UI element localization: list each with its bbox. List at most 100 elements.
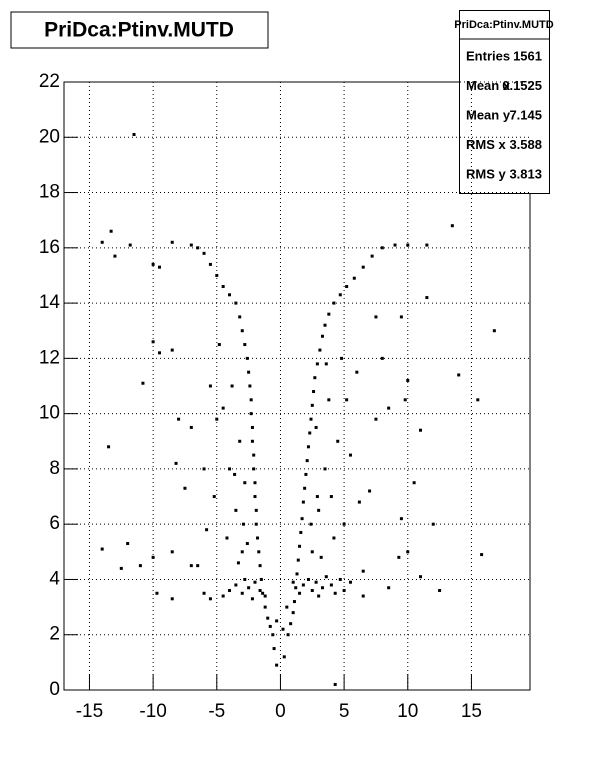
point	[314, 425, 318, 429]
point	[305, 459, 309, 463]
point	[292, 600, 296, 604]
point	[348, 580, 352, 584]
point	[208, 262, 212, 266]
point	[368, 489, 372, 493]
point	[217, 343, 221, 347]
point	[157, 265, 161, 269]
point	[250, 597, 254, 601]
point	[310, 589, 314, 593]
point	[387, 406, 391, 410]
point	[310, 550, 314, 554]
y-tick-label: 14	[39, 292, 61, 313]
point	[230, 384, 234, 388]
point	[399, 517, 403, 521]
point	[295, 572, 299, 576]
point	[352, 276, 356, 280]
point	[258, 564, 262, 568]
point	[476, 398, 480, 402]
point	[340, 356, 344, 360]
point	[205, 528, 209, 532]
point	[252, 467, 256, 471]
point	[249, 398, 253, 402]
y-tick-label: 6	[49, 513, 60, 534]
point	[271, 633, 275, 637]
point	[387, 586, 391, 590]
point	[406, 378, 410, 382]
point	[361, 594, 365, 598]
point	[298, 591, 302, 595]
point	[196, 564, 200, 568]
point	[285, 605, 289, 609]
point	[263, 605, 267, 609]
point	[370, 254, 374, 258]
point	[240, 550, 244, 554]
point	[374, 315, 378, 319]
point	[170, 348, 174, 352]
point	[257, 550, 261, 554]
stats-box	[459, 10, 550, 194]
y-tick-label: 18	[39, 182, 60, 203]
point	[323, 323, 327, 327]
point	[374, 417, 378, 421]
x-tick-label: -10	[139, 701, 166, 722]
point	[249, 412, 253, 416]
point	[357, 500, 361, 504]
point	[272, 647, 276, 651]
point	[289, 622, 293, 626]
point	[247, 586, 251, 590]
x-tick-label: -5	[208, 701, 225, 722]
point	[221, 285, 225, 289]
point	[247, 370, 251, 374]
point	[327, 312, 331, 316]
point	[248, 384, 252, 388]
point	[258, 589, 262, 593]
point	[317, 508, 321, 512]
point	[259, 577, 263, 581]
point	[332, 301, 336, 305]
point	[324, 362, 328, 366]
point	[253, 481, 257, 485]
point	[492, 329, 496, 333]
point	[317, 594, 321, 598]
y-tick-label: 4	[49, 568, 60, 589]
point	[304, 472, 308, 476]
stats-value: 3.813	[509, 166, 542, 181]
point	[338, 293, 342, 297]
point	[240, 591, 244, 595]
point	[250, 425, 254, 429]
stats-value: 7.145	[509, 107, 542, 122]
point	[299, 530, 303, 534]
point	[253, 580, 257, 584]
point	[233, 472, 237, 476]
point	[306, 445, 310, 449]
point	[275, 663, 279, 667]
point	[438, 589, 442, 593]
point	[425, 296, 429, 300]
stats-label: Entries	[466, 48, 510, 63]
point	[323, 467, 327, 471]
point	[174, 461, 178, 465]
point	[138, 564, 142, 568]
point	[309, 522, 313, 526]
point	[431, 522, 435, 526]
stats-title: PriDca:Ptinv.MUTD	[454, 19, 553, 31]
point	[109, 229, 113, 233]
point	[380, 246, 384, 250]
point	[240, 329, 244, 333]
point	[151, 262, 155, 266]
y-tick-label: 20	[39, 126, 60, 147]
point	[361, 265, 365, 269]
point	[252, 453, 256, 457]
x-tick-label: 15	[461, 701, 482, 722]
point	[324, 575, 328, 579]
point	[397, 555, 401, 559]
point	[170, 597, 174, 601]
point	[119, 566, 123, 570]
y-tick-label: 12	[39, 347, 60, 368]
point	[319, 555, 323, 559]
point	[315, 362, 319, 366]
point	[254, 522, 258, 526]
point	[250, 439, 254, 443]
point	[141, 381, 145, 385]
